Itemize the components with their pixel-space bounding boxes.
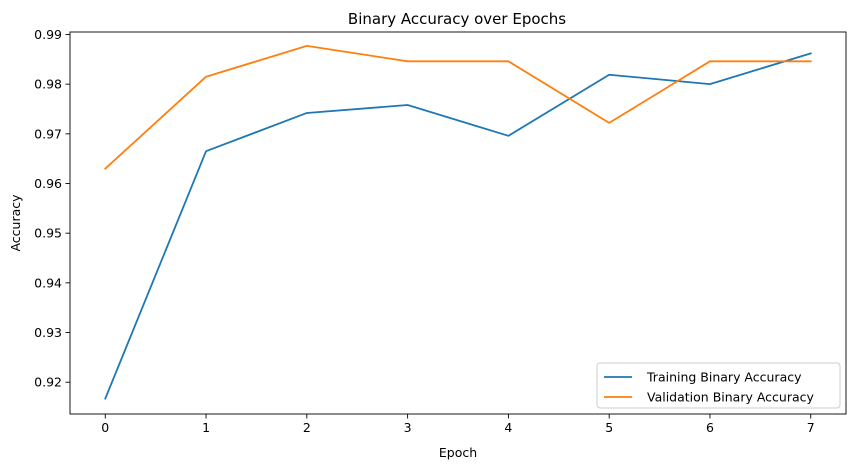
x-tick-label: 4	[504, 420, 512, 435]
series-line-validation	[103, 45, 812, 170]
series-lines	[103, 45, 812, 400]
x-tick-label: 5	[605, 420, 613, 435]
series-line-training	[104, 52, 812, 400]
x-tick-label: 3	[404, 420, 412, 435]
legend-label-training: Training Binary Accuracy	[646, 370, 802, 385]
legend-label-validation: Validation Binary Accuracy	[647, 390, 815, 405]
y-tick-label: 0.93	[34, 325, 62, 340]
y-axis-title: Accuracy	[8, 194, 23, 252]
y-tick-label: 0.97	[34, 126, 62, 141]
legend-box	[596, 362, 841, 409]
x-tick-label: 0	[101, 420, 109, 435]
x-tick-label: 6	[706, 420, 714, 435]
y-tick-label: 0.92	[34, 375, 62, 390]
y-tick-label: 0.98	[34, 77, 62, 92]
y-tick-label: 0.95	[34, 226, 62, 241]
y-axis-ticks: 0.92 0.93 0.94 0.95 0.96 0.97 0.98 0.99	[34, 27, 70, 390]
chart-title: Binary Accuracy over Epochs	[348, 10, 566, 28]
x-tick-label: 2	[303, 420, 311, 435]
y-tick-label: 0.94	[34, 275, 62, 290]
x-tick-label: 1	[202, 420, 210, 435]
x-axis-ticks: 0 1 2 3 4 5 6 7	[101, 414, 815, 435]
y-tick-label: 0.96	[34, 176, 62, 191]
y-tick-label: 0.99	[34, 27, 62, 42]
legend: Training Binary Accuracy Validation Bina…	[596, 362, 841, 409]
plot-area-frame	[69, 31, 847, 415]
x-axis-title: Epoch	[439, 445, 477, 460]
x-tick-label: 7	[807, 420, 815, 435]
